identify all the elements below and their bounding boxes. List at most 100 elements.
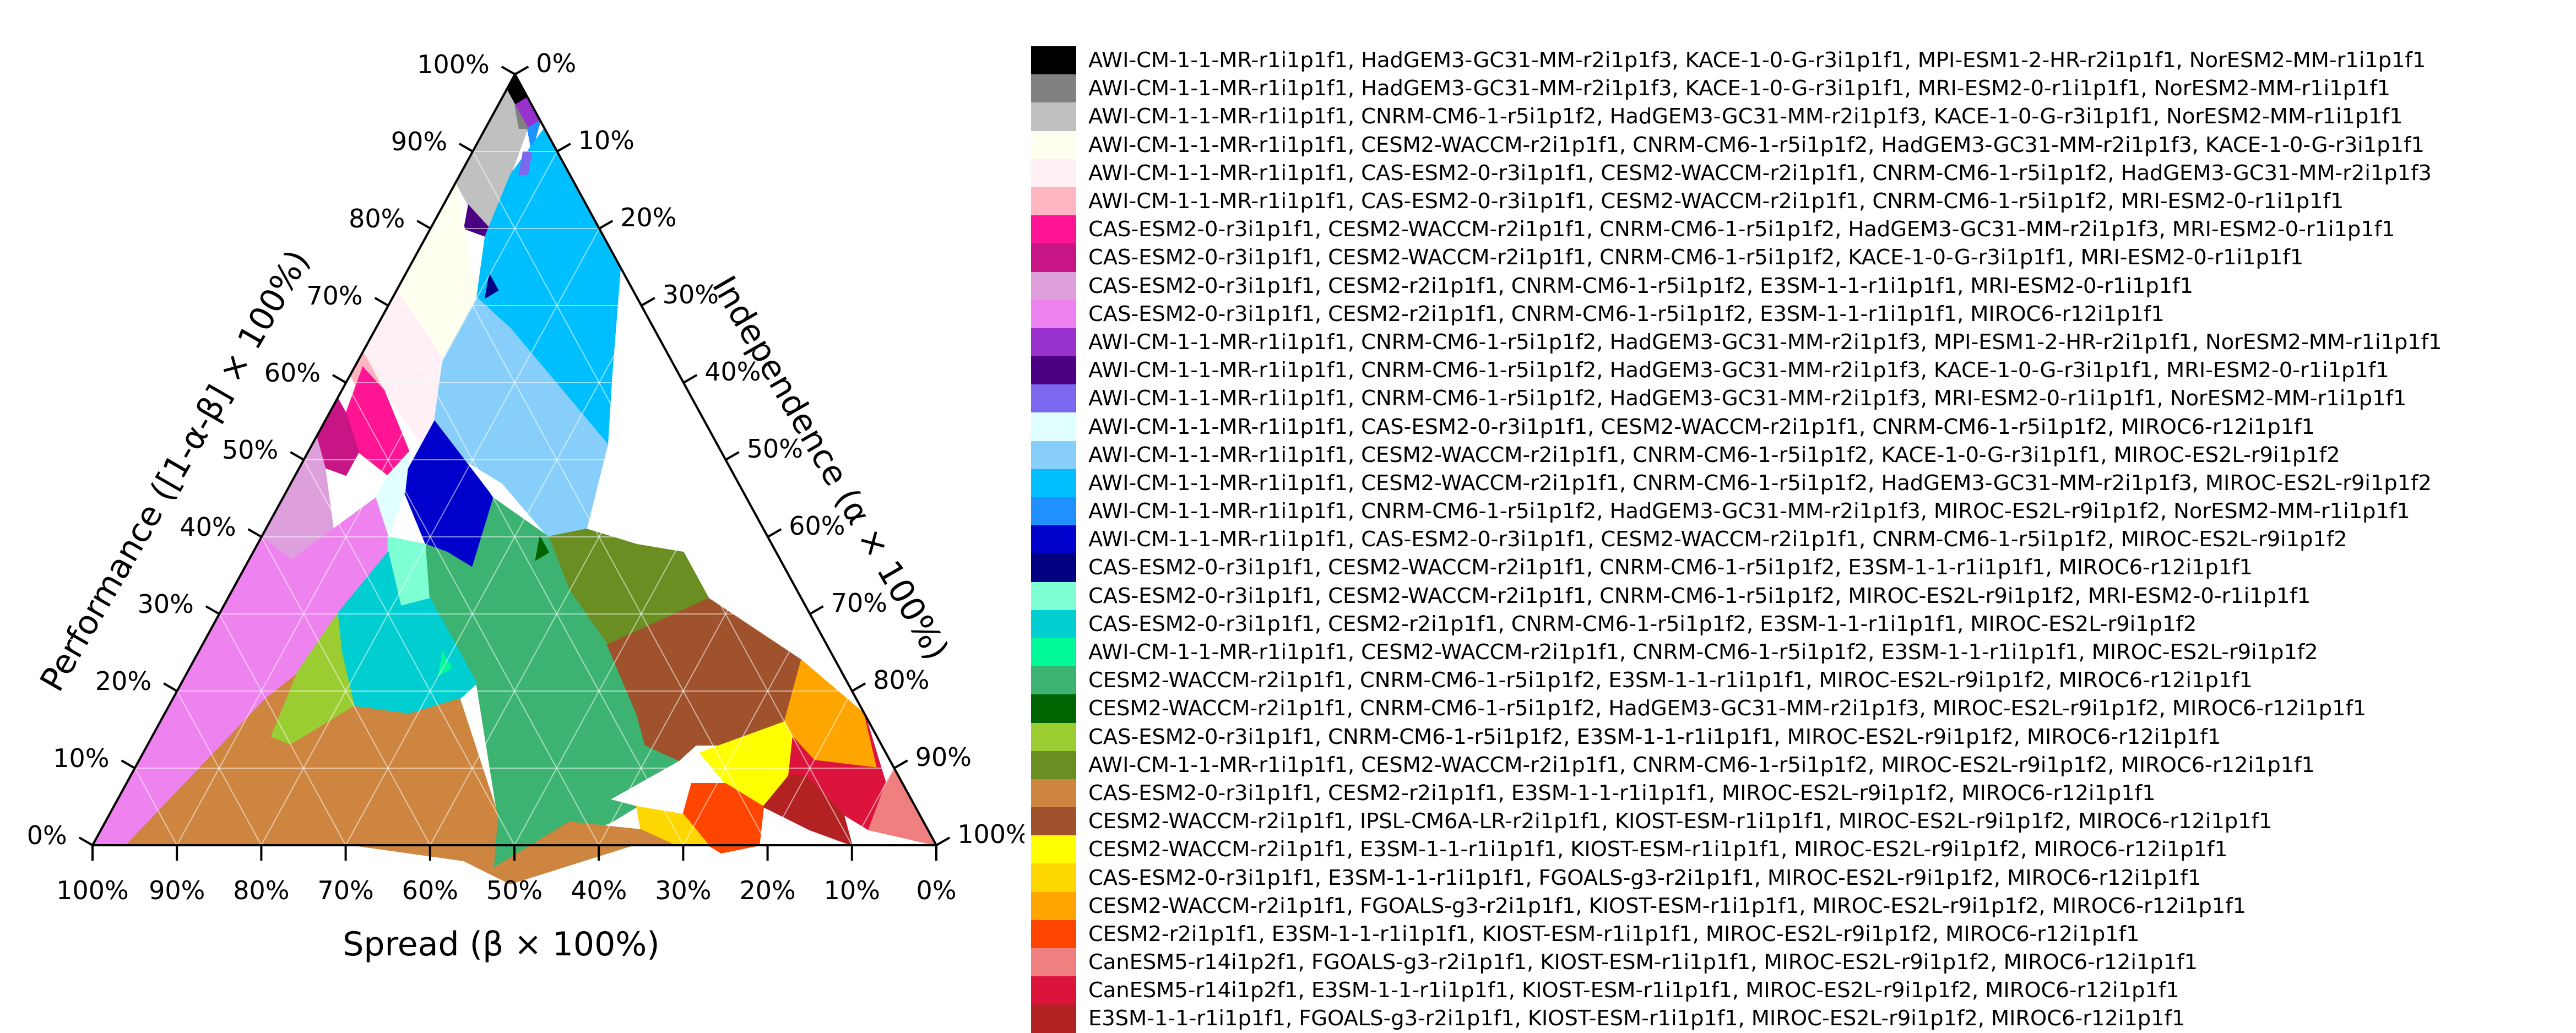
legend-item: AWI-CM-1-1-MR-r1i1p1f1, HadGEM3-GC31-MM-… bbox=[1031, 74, 2562, 103]
legend-label: CAS-ESM2-0-r3i1p1f1, CESM2-WACCM-r2i1p1f… bbox=[1088, 555, 2253, 580]
legend-item: CanESM5-r14i1p2f1, FGOALS-g3-r2i1p1f1, K… bbox=[1031, 948, 2562, 977]
legend-label: CESM2-WACCM-r2i1p1f1, IPSL-CM6A-LR-r2i1p… bbox=[1088, 809, 2273, 834]
legend-item: CESM2-WACCM-r2i1p1f1, FGOALS-g3-r2i1p1f1… bbox=[1031, 891, 2562, 920]
legend-item: AWI-CM-1-1-MR-r1i1p1f1, CNRM-CM6-1-r5i1p… bbox=[1031, 328, 2562, 357]
legend-label: AWI-CM-1-1-MR-r1i1p1f1, CNRM-CM6-1-r5i1p… bbox=[1088, 329, 2442, 355]
region-35 bbox=[762, 775, 853, 846]
region-24 bbox=[535, 535, 550, 562]
legend-swatch bbox=[1031, 553, 1076, 582]
gridline bbox=[303, 459, 515, 846]
legend-swatch bbox=[1031, 469, 1076, 497]
gridline bbox=[682, 613, 811, 846]
legend-item: AWI-CM-1-1-MR-r1i1p1f1, CAS-ESM2-0-r3i1p… bbox=[1031, 187, 2562, 216]
legend-item: AWI-CM-1-1-MR-r1i1p1f1, CNRM-CM6-1-r5i1p… bbox=[1031, 356, 2562, 385]
legend: AWI-CM-1-1-MR-r1i1p1f1, HadGEM3-GC31-MM-… bbox=[1031, 46, 2562, 1033]
left-tick-label: 50% bbox=[222, 435, 278, 465]
legend-label: CESM2-WACCM-r2i1p1f1, CNRM-CM6-1-r5i1p1f… bbox=[1088, 696, 2367, 721]
legend-item: CESM2-r2i1p1f1, E3SM-1-1-r1i1p1f1, KIOST… bbox=[1031, 920, 2562, 948]
right-tick bbox=[725, 451, 740, 461]
legend-swatch bbox=[1031, 525, 1076, 554]
left-tick bbox=[374, 297, 389, 307]
right-tick bbox=[641, 297, 655, 307]
legend-swatch bbox=[1031, 920, 1076, 948]
right-tick-label: 30% bbox=[663, 280, 719, 309]
legend-swatch bbox=[1031, 751, 1076, 779]
legend-item: CAS-ESM2-0-r3i1p1f1, CESM2-r2i1p1f1, E3S… bbox=[1031, 779, 2562, 808]
legend-item: CESM2-WACCM-r2i1p1f1, IPSL-CM6A-LR-r2i1p… bbox=[1031, 807, 2562, 836]
bottom-tick-label: 100% bbox=[56, 876, 129, 905]
legend-item: AWI-CM-1-1-MR-r1i1p1f1, CESM2-WACCM-r2i1… bbox=[1031, 751, 2562, 779]
legend-swatch bbox=[1031, 863, 1076, 892]
legend-item: AWI-CM-1-1-MR-r1i1p1f1, HadGEM3-GC31-MM-… bbox=[1031, 46, 2562, 75]
left-tick-label: 80% bbox=[349, 204, 405, 233]
legend-item: CAS-ESM2-0-r3i1p1f1, CESM2-WACCM-r2i1p1f… bbox=[1031, 553, 2562, 582]
legend-swatch bbox=[1031, 215, 1076, 244]
legend-item: CAS-ESM2-0-r3i1p1f1, CNRM-CM6-1-r5i1p1f2… bbox=[1031, 722, 2562, 751]
legend-label: CAS-ESM2-0-r3i1p1f1, CNRM-CM6-1-r5i1p1f2… bbox=[1088, 724, 2221, 749]
legend-swatch bbox=[1031, 581, 1076, 610]
legend-item: CAS-ESM2-0-r3i1p1f1, CESM2-r2i1p1f1, CNR… bbox=[1031, 271, 2562, 300]
legend-label: AWI-CM-1-1-MR-r1i1p1f1, CAS-ESM2-0-r3i1p… bbox=[1088, 527, 2347, 552]
legend-label: AWI-CM-1-1-MR-r1i1p1f1, CESM2-WACCM-r2i1… bbox=[1088, 132, 2425, 157]
legend-swatch bbox=[1031, 948, 1076, 977]
legend-item: AWI-CM-1-1-MR-r1i1p1f1, CAS-ESM2-0-r3i1p… bbox=[1031, 159, 2562, 187]
legend-item: CAS-ESM2-0-r3i1p1f1, CESM2-WACCM-r2i1p1f… bbox=[1031, 581, 2562, 610]
right-tick-label: 50% bbox=[747, 434, 803, 464]
bottom-tick-label: 30% bbox=[655, 876, 711, 905]
right-tick bbox=[893, 759, 908, 769]
legend-label: AWI-CM-1-1-MR-r1i1p1f1, CESM2-WACCM-r2i1… bbox=[1088, 640, 2318, 665]
bottom-tick-label: 70% bbox=[317, 876, 373, 905]
legend-swatch bbox=[1031, 638, 1076, 667]
legend-item: AWI-CM-1-1-MR-r1i1p1f1, CNRM-CM6-1-r5i1p… bbox=[1031, 497, 2562, 526]
legend-swatch bbox=[1031, 384, 1076, 413]
legend-item: CESM2-WACCM-r2i1p1f1, CNRM-CM6-1-r5i1p1f… bbox=[1031, 666, 2562, 695]
gridline bbox=[176, 691, 262, 846]
legend-item: AWI-CM-1-1-MR-r1i1p1f1, CESM2-WACCM-r2i1… bbox=[1031, 131, 2562, 159]
legend-swatch bbox=[1031, 610, 1076, 638]
legend-item: CAS-ESM2-0-r3i1p1f1, E3SM-1-1-r1i1p1f1, … bbox=[1031, 863, 2562, 892]
bottom-tick-label: 20% bbox=[739, 876, 795, 905]
right-tick-label: 40% bbox=[704, 357, 761, 387]
legend-swatch bbox=[1031, 300, 1076, 328]
right-tick bbox=[556, 143, 571, 153]
legend-item: AWI-CM-1-1-MR-r1i1p1f1, CESM2-WACCM-r2i1… bbox=[1031, 441, 2562, 469]
right-tick-label: 100% bbox=[957, 819, 1024, 849]
legend-label: CAS-ESM2-0-r3i1p1f1, CESM2-WACCM-r2i1p1f… bbox=[1088, 245, 2304, 270]
right-tick-label: 80% bbox=[873, 665, 929, 695]
tick-layer: 0%10%20%30%40%50%60%70%80%90%100% 0%10%20… bbox=[27, 48, 1024, 905]
legend-swatch bbox=[1031, 694, 1076, 723]
legend-label: AWI-CM-1-1-MR-r1i1p1f1, CNRM-CM6-1-r5i1p… bbox=[1088, 499, 2410, 524]
legend-item: AWI-CM-1-1-MR-r1i1p1f1, CESM2-WACCM-r2i1… bbox=[1031, 638, 2562, 667]
legend-label: AWI-CM-1-1-MR-r1i1p1f1, CAS-ESM2-0-r3i1p… bbox=[1088, 414, 2315, 439]
legend-label: AWI-CM-1-1-MR-r1i1p1f1, CAS-ESM2-0-r3i1p… bbox=[1088, 160, 2432, 186]
legend-label: AWI-CM-1-1-MR-r1i1p1f1, HadGEM3-GC31-MM-… bbox=[1088, 76, 2391, 101]
legend-swatch bbox=[1031, 497, 1076, 526]
legend-swatch bbox=[1031, 441, 1076, 469]
region-layer bbox=[91, 73, 937, 885]
region-15 bbox=[433, 297, 609, 538]
left-tick-label: 20% bbox=[95, 666, 151, 696]
gridline bbox=[261, 536, 431, 846]
legend-item: CESM2-WACCM-r2i1p1f1, E3SM-1-1-r1i1p1f1,… bbox=[1031, 835, 2562, 864]
legend-swatch bbox=[1031, 46, 1076, 75]
legend-item: E3SM-1-1-r1i1p1f1, FGOALS-g3-r2i1p1f1, K… bbox=[1031, 1004, 2562, 1033]
legend-swatch bbox=[1031, 722, 1076, 751]
legend-swatch bbox=[1031, 891, 1076, 920]
bottom-tick-label: 10% bbox=[824, 876, 880, 905]
gridline bbox=[134, 768, 178, 846]
bottom-axis-title: Spread (β × 100%) bbox=[343, 925, 659, 964]
gridline bbox=[345, 305, 642, 846]
legend-swatch bbox=[1031, 102, 1076, 131]
left-tick-label: 30% bbox=[138, 589, 194, 619]
grid-layer bbox=[134, 151, 895, 846]
legend-label: CAS-ESM2-0-r3i1p1f1, CESM2-WACCM-r2i1p1f… bbox=[1088, 583, 2311, 608]
left-tick-label: 70% bbox=[306, 281, 362, 311]
legend-label: CanESM5-r14i1p2f1, E3SM-1-1-r1i1p1f1, KI… bbox=[1088, 978, 2179, 1003]
bottom-tick-label: 50% bbox=[486, 876, 543, 905]
legend-label: AWI-CM-1-1-MR-r1i1p1f1, CAS-ESM2-0-r3i1p… bbox=[1088, 189, 2344, 214]
right-tick bbox=[682, 374, 698, 384]
legend-item: CanESM5-r14i1p2f1, E3SM-1-1-r1i1p1f1, KI… bbox=[1031, 976, 2562, 1005]
gridline bbox=[219, 613, 346, 846]
bottom-tick-label: 80% bbox=[233, 876, 289, 905]
left-tick bbox=[247, 528, 262, 538]
